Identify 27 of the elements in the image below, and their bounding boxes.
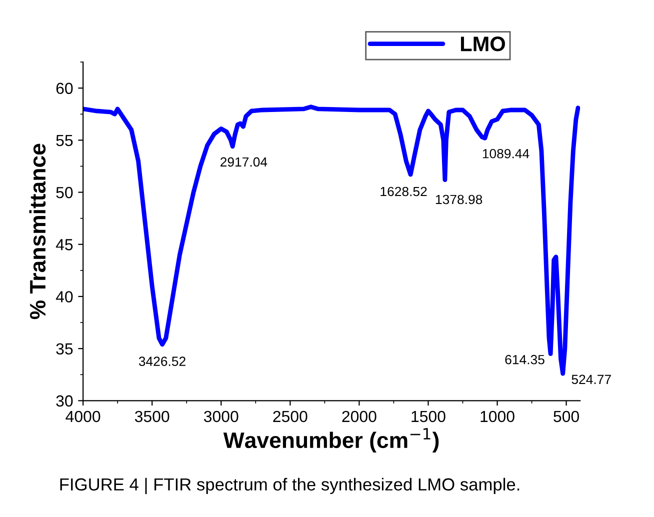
annotation: 1378.98 [436,194,482,204]
y-axis-title: % Transmittance [29,144,46,320]
x-tick-label: 1500 [412,410,446,422]
x-tick-label: 3000 [204,410,238,422]
annotation: 2917.04 [220,157,268,167]
annotation: 1628.52 [380,186,427,196]
x-tick-label: 3500 [134,410,170,422]
x-tick-label: 2000 [342,410,376,422]
y-tick-label: 35 [56,343,73,355]
x-tick-label: 2500 [273,410,308,422]
y-tick-label: 55 [56,134,73,146]
caption: FIGURE 4 | FTIR spectrum of the synthesized LMO sample. [60,478,520,494]
legend-label: LMO [460,36,505,52]
y-tick-label: 40 [56,291,73,302]
line-series [83,104,580,376]
x-axis-title: Wavenumber (cm$^{−1}$) [223,428,439,453]
annotation: 524.77 [572,374,611,384]
x-tick-label: 500 [554,410,579,422]
annotation: 1089.44 [482,148,530,158]
annotation: 614.35 [505,354,544,364]
y-tick-label: 50 [56,186,73,198]
x-tick-label: 4000 [66,410,100,422]
y-tick-label: 30 [56,395,73,407]
y-tick-label: 45 [56,239,73,250]
y-tick-label: 60 [56,82,73,94]
annotation: 3426.52 [138,356,186,366]
x-tick-label: 1000 [480,410,514,422]
